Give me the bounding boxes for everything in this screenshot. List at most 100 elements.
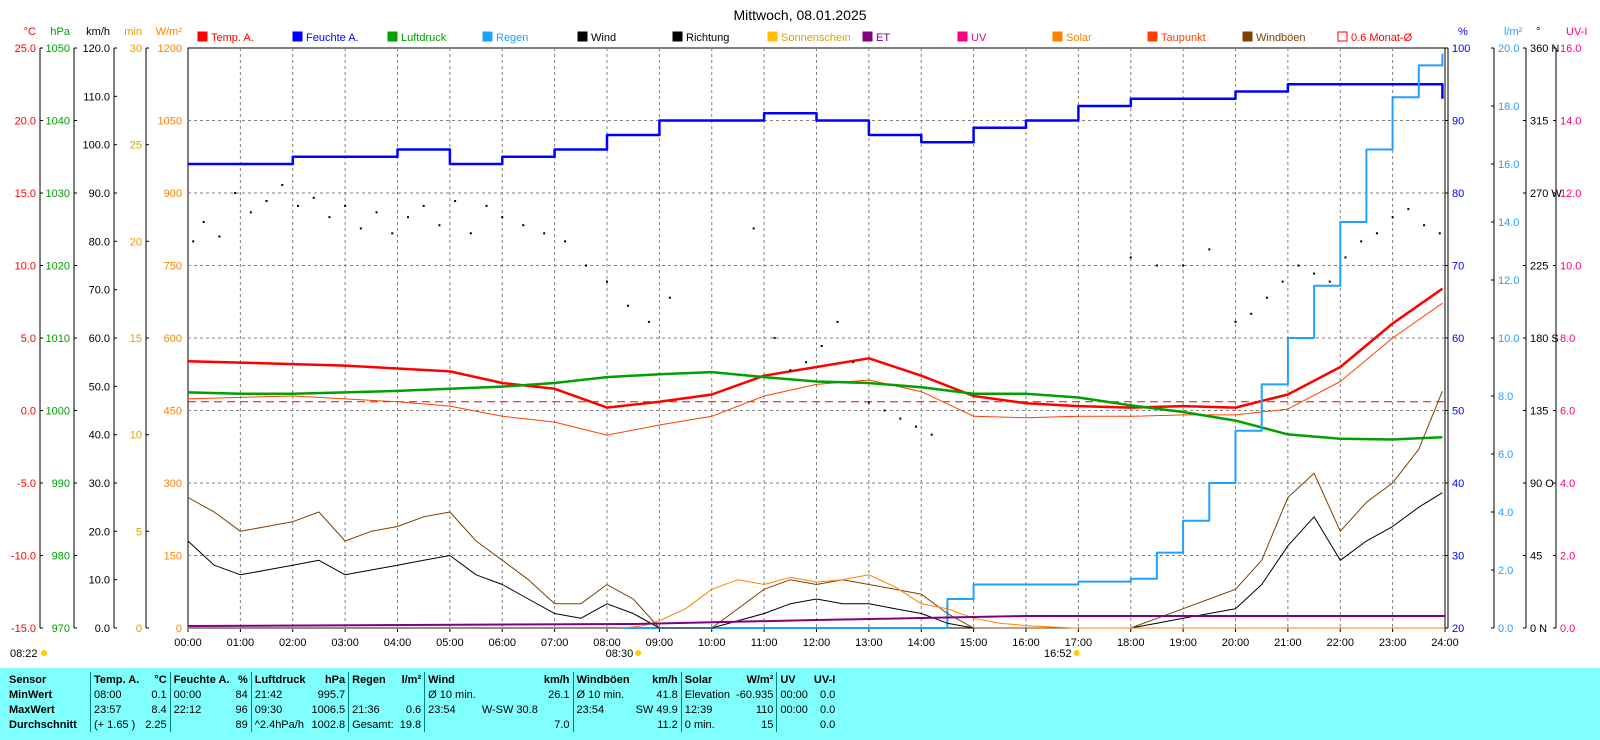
stats-cell: 15 bbox=[761, 718, 774, 731]
legend-label: Richtung bbox=[686, 32, 729, 44]
axis-tick-label: 0 bbox=[176, 623, 182, 635]
stats-cell: 0.0 bbox=[820, 718, 836, 731]
stats-cell: 19.8 bbox=[399, 718, 422, 731]
axis-tick-label: 0.0 bbox=[21, 406, 36, 418]
legend-swatch bbox=[862, 31, 873, 42]
stats-cell: 08:00 bbox=[90, 687, 143, 702]
wind-direction-point bbox=[328, 216, 331, 219]
stats-row-label: MaxWert bbox=[9, 703, 55, 716]
stats-cell: 995.7 bbox=[317, 688, 346, 701]
legend-label: Regen bbox=[496, 32, 528, 44]
axis-tick-label: 40.0 bbox=[89, 430, 110, 442]
wind-direction-point bbox=[485, 204, 488, 207]
wind-direction-point bbox=[1129, 256, 1132, 259]
axis-tick-label: 315 bbox=[1530, 116, 1548, 128]
axis-tick-label: 150 bbox=[164, 551, 182, 563]
axis-tick-label: 14.0 bbox=[1560, 116, 1581, 128]
wind-direction-point bbox=[234, 192, 237, 194]
wind-direction-point bbox=[867, 401, 870, 404]
stats-cell: 0.0 bbox=[820, 688, 836, 701]
wind-direction-point bbox=[1265, 296, 1268, 299]
stats-cell bbox=[424, 717, 479, 732]
x-tick-label: 21:00 bbox=[1274, 637, 1302, 649]
axis-tick-label: 0 bbox=[136, 623, 142, 635]
wind-direction-point bbox=[543, 232, 546, 235]
axis-unit-label: W/m² bbox=[156, 26, 183, 38]
axis-tick-label: 450 bbox=[164, 406, 182, 418]
legend-label: Taupunkt bbox=[1161, 32, 1206, 44]
stats-cell: 0 min. bbox=[680, 717, 734, 732]
wind-direction-point bbox=[1208, 248, 1211, 251]
wind-direction-point bbox=[265, 200, 268, 203]
axis-tick-label: 1040 bbox=[46, 116, 70, 128]
axis-tick-label: 10.0 bbox=[1560, 261, 1581, 273]
wind-direction-point bbox=[915, 425, 918, 428]
wind-direction-point bbox=[391, 232, 394, 235]
stats-cell: 21:42 bbox=[250, 687, 309, 702]
et-line bbox=[187, 615, 1445, 627]
axis-tick-label: 120.0 bbox=[82, 43, 110, 55]
stats-cell bbox=[479, 717, 541, 732]
axis-tick-label: 970 bbox=[52, 623, 70, 635]
wind-direction-point bbox=[438, 224, 441, 227]
axis-tick-label: -15.0 bbox=[11, 623, 36, 635]
axis-tick-label: 45 bbox=[1530, 551, 1542, 563]
axis-tick-label: 0 N bbox=[1530, 623, 1547, 635]
stats-header-unit: hPa bbox=[324, 673, 346, 686]
axis-tick-label: 25 bbox=[130, 140, 142, 152]
axis-tick-label: 600 bbox=[164, 333, 182, 345]
axis-tick-label: 50 bbox=[1452, 406, 1464, 418]
stats-row: MaxWert 23:57 8.4 22:12 96 09:30 1006.5 21:36 0.… bbox=[6, 702, 838, 717]
legend-swatch bbox=[292, 31, 303, 42]
wind-direction-point bbox=[883, 409, 886, 412]
wind-direction-point bbox=[1182, 264, 1185, 267]
wind-direction-point bbox=[1250, 312, 1253, 315]
stats-cell: 89 bbox=[235, 718, 248, 731]
wind-direction-point bbox=[1375, 232, 1378, 235]
x-tick-label: 24:00 bbox=[1431, 637, 1459, 649]
legend-label: UV bbox=[971, 32, 987, 44]
axis-tick-label: 50.0 bbox=[89, 381, 110, 393]
solar-line bbox=[188, 574, 1445, 629]
x-tick-label: 08:00 bbox=[593, 637, 621, 649]
legend-label: Solar bbox=[1066, 32, 1092, 44]
dewpoint-line bbox=[187, 302, 1443, 436]
stats-cell: 26.1 bbox=[548, 688, 570, 701]
axis-tick-label: 1200 bbox=[158, 43, 182, 55]
sunrise-label: 08:22 bbox=[10, 648, 38, 660]
legend-label: Feuchte A. bbox=[306, 32, 359, 44]
stats-header-unit: l/m² bbox=[401, 673, 422, 686]
wind-direction-point bbox=[606, 280, 608, 283]
x-tick-label: 05:00 bbox=[436, 637, 464, 649]
sun-icon bbox=[41, 650, 47, 656]
wind-direction-point bbox=[422, 204, 425, 207]
wind-direction-point bbox=[202, 221, 205, 223]
stats-cell bbox=[397, 687, 425, 702]
stats-header: Temp. A. bbox=[90, 672, 143, 687]
stats-cell: 23:54 bbox=[424, 702, 479, 717]
sunrise-marker-label: 08:30 bbox=[606, 648, 634, 660]
wind-direction-point bbox=[454, 200, 457, 203]
x-tick-label: 02:00 bbox=[279, 637, 307, 649]
wind-direction-point bbox=[1438, 232, 1441, 235]
wind-direction-point bbox=[773, 337, 776, 339]
wind-direction-point bbox=[752, 227, 755, 230]
axis-tick-label: 0.0 bbox=[1560, 623, 1575, 635]
sun-icon bbox=[635, 650, 642, 656]
wind-direction-point bbox=[852, 361, 855, 364]
axis-tick-label: 15.0 bbox=[15, 188, 36, 200]
axis-tick-label: 2.0 bbox=[1560, 551, 1575, 563]
stats-cell bbox=[169, 717, 233, 732]
axis-tick-label: 12.0 bbox=[1498, 275, 1519, 287]
wind-direction-point bbox=[1328, 280, 1331, 283]
axis-unit-label: km/h bbox=[86, 26, 110, 38]
wind-direction-point bbox=[1313, 272, 1316, 275]
stats-cell: W-SW 30.8 bbox=[481, 703, 538, 716]
legend-swatch bbox=[197, 31, 208, 42]
axis-tick-label: 10.0 bbox=[1498, 333, 1519, 345]
stats-header: UV bbox=[776, 672, 811, 687]
stats-header-unit: °C bbox=[154, 673, 167, 686]
axis-tick-label: 4.0 bbox=[1498, 507, 1513, 519]
plot-area bbox=[187, 53, 1445, 629]
chart-title: Mittwoch, 08.01.2025 bbox=[733, 7, 866, 23]
